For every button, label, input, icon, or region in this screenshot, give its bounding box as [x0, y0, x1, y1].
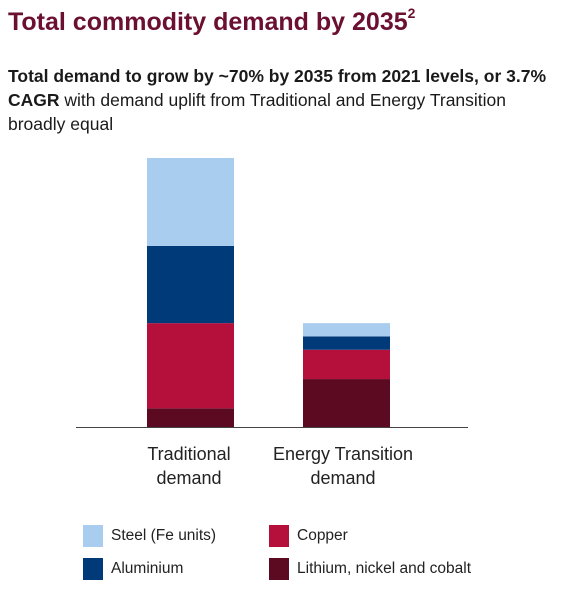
bar-segment-traditional-copper	[147, 323, 234, 409]
legend-label-steel: Steel (Fe units)	[111, 527, 217, 544]
legend-item-lithium-nickel-cobalt: Lithium, nickel and cobalt	[269, 557, 471, 581]
category-label-line: demand	[156, 468, 222, 488]
legend-item-copper: Copper	[269, 524, 348, 548]
legend-label-copper: Copper	[297, 527, 348, 544]
chart-subtitle: Total demand to grow by ~70% by 2035 fro…	[8, 64, 568, 136]
category-label-line: demand	[310, 468, 376, 488]
bar-segment-energy-transition-lithium-nickel-and-cobalt	[303, 379, 390, 427]
bar-segment-traditional-steel-fe-units	[147, 158, 234, 246]
legend-swatch-aluminium	[83, 558, 103, 580]
legend-item-steel: Steel (Fe units)	[83, 524, 216, 548]
bar-segment-energy-transition-copper	[303, 349, 390, 380]
bar-segment-traditional-lithium-nickel-and-cobalt	[147, 408, 234, 427]
legend-item-aluminium: Aluminium	[83, 557, 183, 581]
bar-segment-traditional-aluminium	[147, 245, 234, 324]
subtitle-bold: Total demand to grow by ~70% by 2035 fro…	[8, 66, 547, 110]
legend-swatch-lithium-nickel-cobalt	[269, 558, 289, 580]
chart-title-text: Total commodity demand by 2035	[8, 8, 408, 36]
category-label-line: Traditional	[147, 444, 231, 464]
title-footnote-marker: 2	[407, 5, 416, 21]
legend-label-lithium-nickel-cobalt: Lithium, nickel and cobalt	[297, 560, 472, 577]
category-label-energy-transition: Energy Transition demand	[253, 442, 433, 490]
category-label-line: Energy Transition	[272, 444, 414, 464]
legend-swatch-copper	[269, 525, 289, 547]
legend-swatch-steel	[83, 525, 103, 547]
subtitle-normal: with demand uplift from Traditional and …	[8, 90, 507, 134]
legend-label-aluminium: Aluminium	[111, 560, 184, 577]
bar-segment-energy-transition-aluminium	[303, 336, 390, 350]
category-label-traditional: Traditional demand	[99, 442, 279, 490]
chart-title: Total commodity demand by 20352	[8, 5, 416, 37]
bar-segment-energy-transition-steel-fe-units	[303, 323, 390, 337]
